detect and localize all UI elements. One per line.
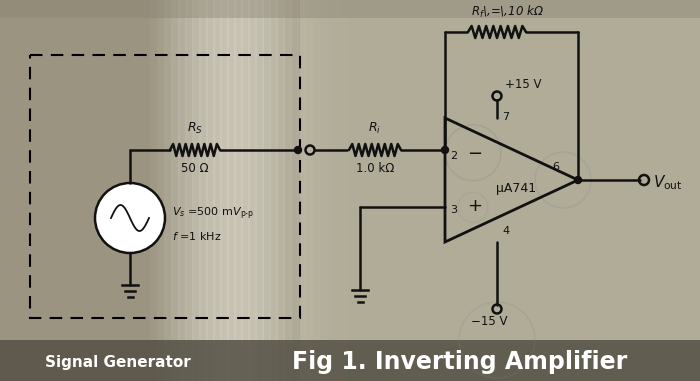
Text: 1.0 kΩ: 1.0 kΩ <box>356 162 394 175</box>
Bar <box>227 0 257 381</box>
Bar <box>234 0 264 381</box>
Bar <box>164 0 194 381</box>
Circle shape <box>95 183 165 253</box>
Text: +15 V: +15 V <box>505 78 542 91</box>
Bar <box>300 0 700 381</box>
Bar <box>332 0 362 381</box>
Text: −: − <box>467 145 482 163</box>
Bar <box>283 0 313 381</box>
Text: $R_S$: $R_S$ <box>187 121 203 136</box>
Text: 6: 6 <box>552 162 559 172</box>
Bar <box>199 0 229 381</box>
Bar <box>409 0 439 381</box>
Bar <box>402 0 432 381</box>
Circle shape <box>295 147 302 154</box>
Bar <box>318 0 348 381</box>
Text: Fig 1. Inverting Amplifier: Fig 1. Inverting Amplifier <box>293 350 628 374</box>
Text: 7: 7 <box>502 112 509 122</box>
Bar <box>360 0 390 381</box>
Bar <box>367 0 397 381</box>
Text: 50 Ω: 50 Ω <box>181 162 209 175</box>
Bar <box>157 0 187 381</box>
Bar <box>353 0 383 381</box>
Bar <box>290 0 320 381</box>
Text: $f$ =1 kHz: $f$ =1 kHz <box>172 230 222 242</box>
Bar <box>262 0 292 381</box>
Bar <box>416 0 446 381</box>
Text: $V_\mathrm{out}$: $V_\mathrm{out}$ <box>653 174 682 192</box>
Bar <box>171 0 201 381</box>
Bar <box>30 55 300 318</box>
Bar <box>248 0 278 381</box>
Bar <box>381 0 411 381</box>
Bar <box>325 0 355 381</box>
Bar <box>304 0 334 381</box>
Bar <box>220 0 250 381</box>
Circle shape <box>442 147 449 154</box>
Bar <box>0 0 700 18</box>
Circle shape <box>575 176 582 184</box>
Text: 2: 2 <box>450 151 457 161</box>
Bar <box>0 340 700 381</box>
Bar <box>185 0 215 381</box>
Bar <box>276 0 306 381</box>
Text: $R_f$\,=\,10 kΩ: $R_f$\,=\,10 kΩ <box>470 4 543 20</box>
Text: −15 V: −15 V <box>470 315 508 328</box>
Bar <box>297 0 327 381</box>
Text: 4: 4 <box>502 226 509 236</box>
Text: +: + <box>467 197 482 215</box>
Bar <box>388 0 418 381</box>
Text: $V_s$ =500 m$V_{\mathrm{p\text{-}p}}$: $V_s$ =500 m$V_{\mathrm{p\text{-}p}}$ <box>172 206 254 222</box>
Bar <box>150 0 180 381</box>
Text: Signal Generator: Signal Generator <box>45 354 191 370</box>
Bar <box>339 0 369 381</box>
Text: μA741: μA741 <box>496 182 537 195</box>
Bar <box>255 0 285 381</box>
Bar <box>395 0 425 381</box>
Text: 3: 3 <box>450 205 457 215</box>
Bar <box>423 0 453 381</box>
Bar <box>213 0 243 381</box>
Bar <box>206 0 236 381</box>
Bar <box>311 0 341 381</box>
Bar <box>192 0 222 381</box>
Bar <box>269 0 299 381</box>
Bar <box>178 0 208 381</box>
Text: $R_i$: $R_i$ <box>368 121 382 136</box>
Bar <box>346 0 376 381</box>
Bar <box>374 0 404 381</box>
Bar <box>241 0 271 381</box>
